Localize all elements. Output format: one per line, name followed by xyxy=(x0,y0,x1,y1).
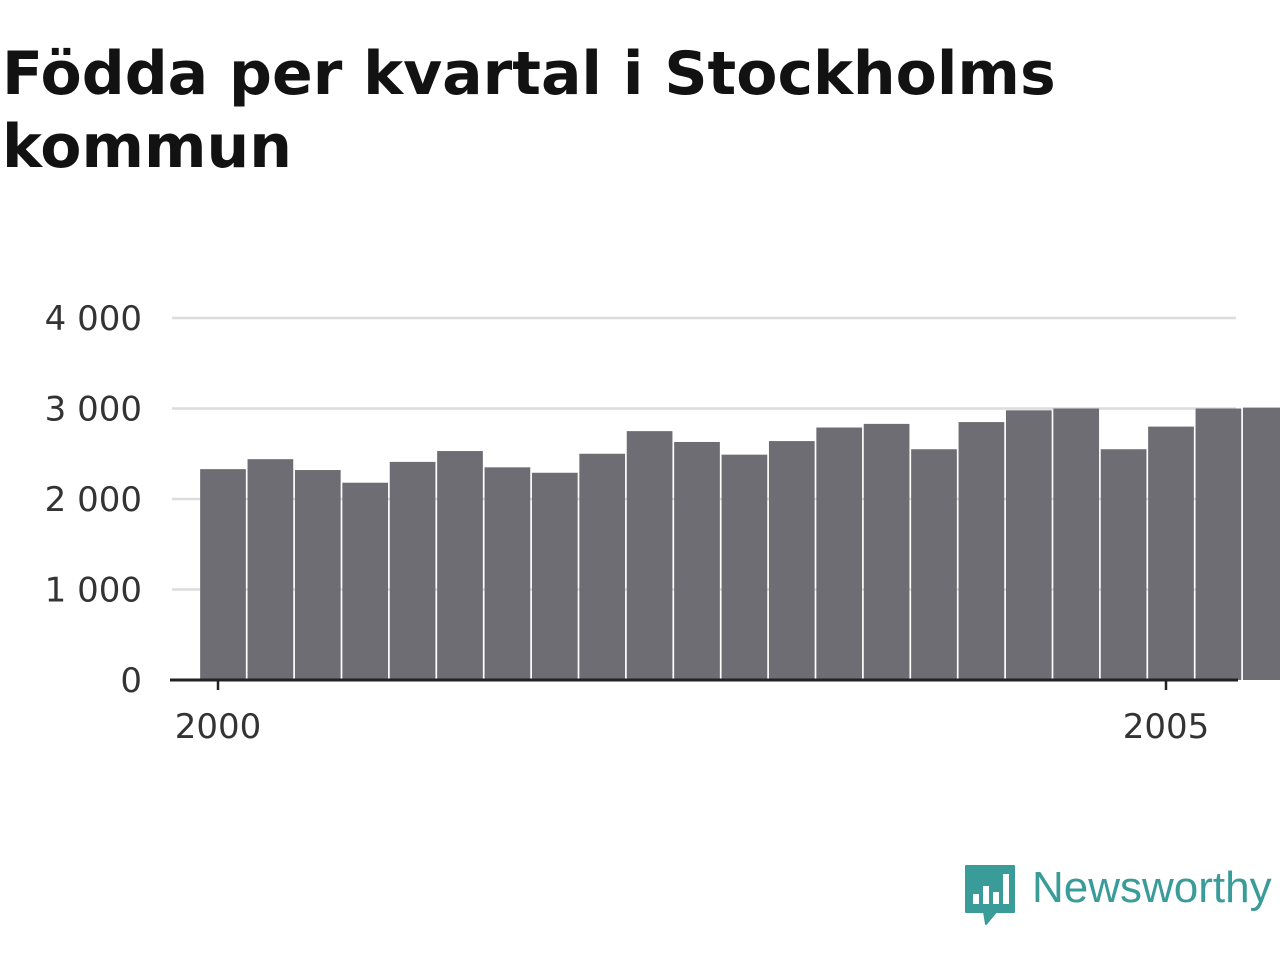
bar xyxy=(294,470,341,680)
bar xyxy=(1005,410,1052,680)
bar xyxy=(911,449,957,680)
bar xyxy=(342,482,389,680)
x-tick-label: 2005 xyxy=(1123,707,1210,747)
bar xyxy=(247,459,294,680)
bar xyxy=(674,441,720,680)
bar xyxy=(1242,407,1280,680)
bar xyxy=(1100,449,1147,680)
y-tick-label: 4 000 xyxy=(45,299,142,339)
chart-title: Födda per kvartal i Stockholms kommun xyxy=(2,39,1056,182)
bar xyxy=(1148,426,1194,680)
x-axis: 200020052010201520202025 xyxy=(170,678,1238,747)
bar xyxy=(958,422,1005,680)
bar xyxy=(437,451,483,680)
y-tick-label: 2 000 xyxy=(45,480,142,520)
bars xyxy=(200,407,1280,680)
bar xyxy=(863,423,910,680)
y-axis-ticks: 0 1 000 2 000 3 000 4 000 xyxy=(45,299,142,701)
brand-name: Newsworthy xyxy=(1032,863,1272,912)
x-tick-label: 2000 xyxy=(175,707,262,747)
bar xyxy=(531,472,578,680)
bar xyxy=(816,427,863,680)
bar xyxy=(579,453,626,680)
bar xyxy=(389,461,436,680)
newsworthy-logo-icon xyxy=(965,865,1015,925)
bar xyxy=(768,441,815,680)
bar xyxy=(1053,408,1100,680)
bar xyxy=(200,469,246,680)
y-tick-label: 0 xyxy=(120,661,142,701)
bar xyxy=(484,467,531,680)
y-tick-label: 1 000 xyxy=(45,571,142,611)
bar xyxy=(626,431,673,680)
y-tick-label: 3 000 xyxy=(45,390,142,430)
bar xyxy=(1195,408,1242,680)
bar xyxy=(721,454,768,680)
